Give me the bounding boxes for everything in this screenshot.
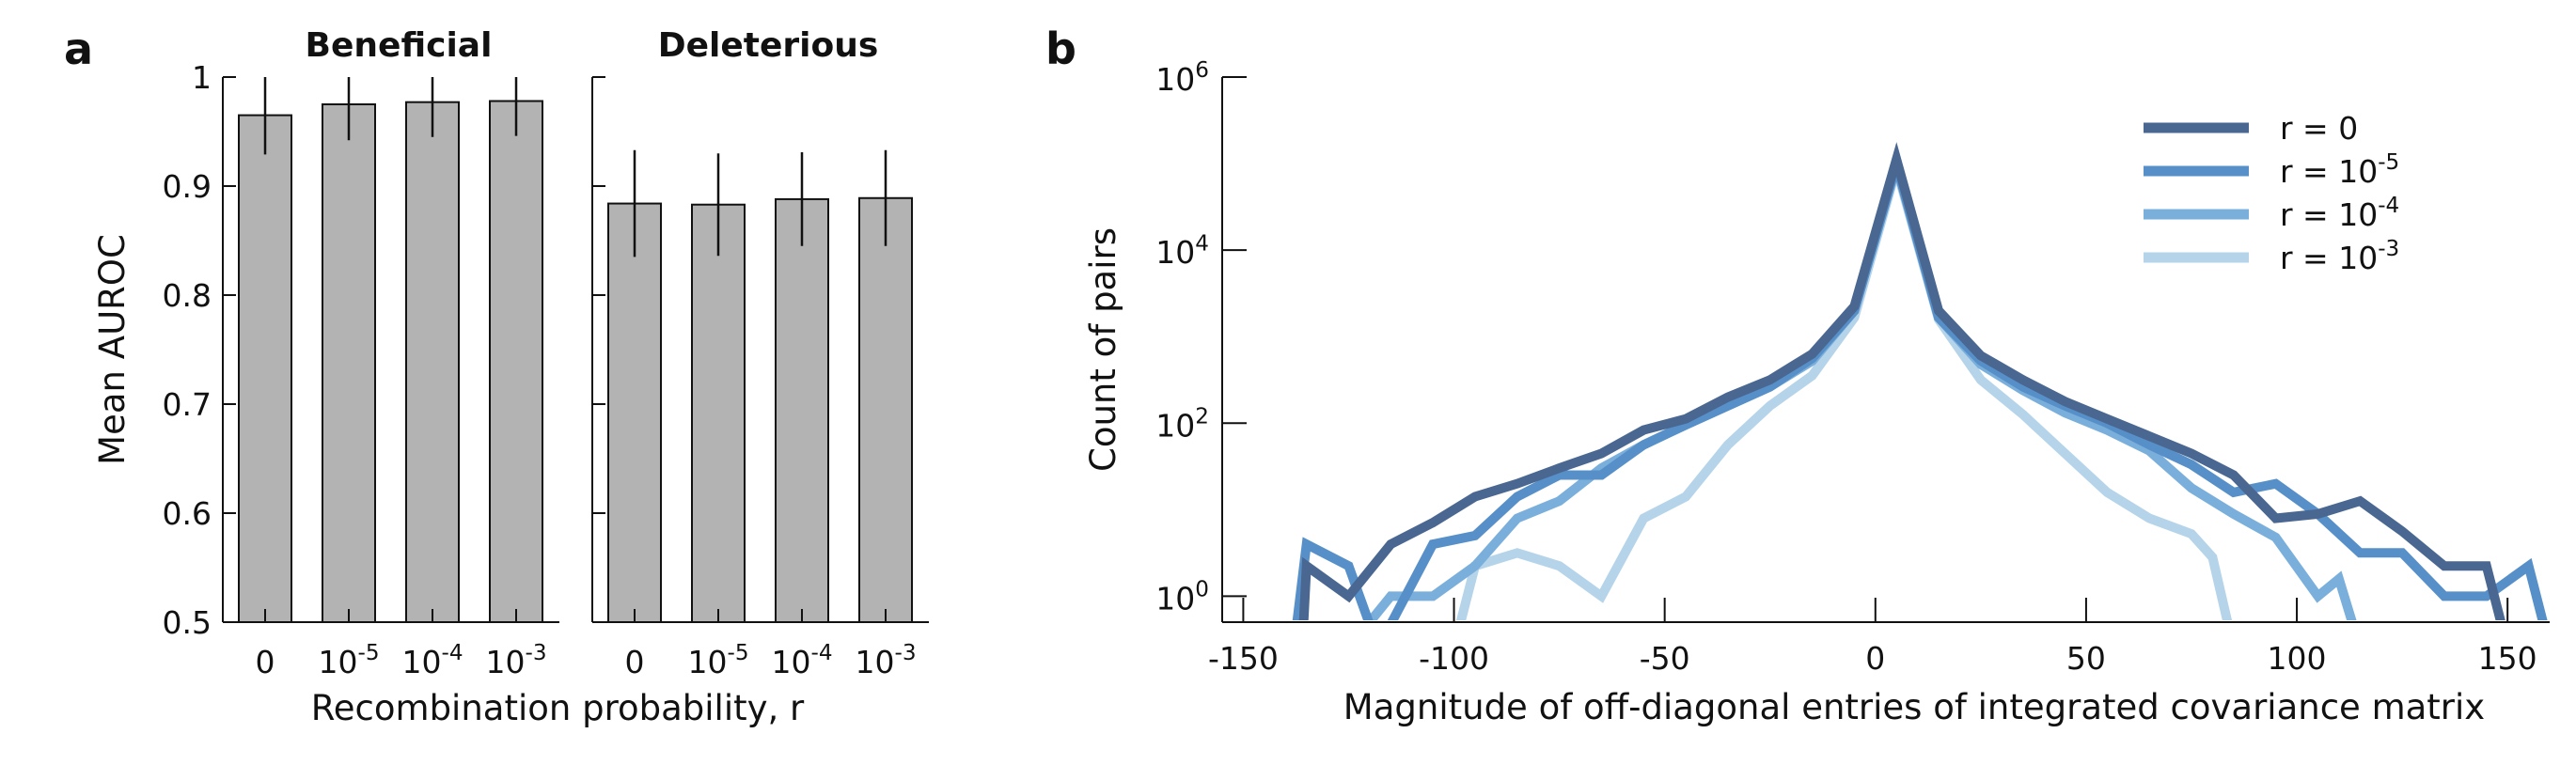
covariance-line-chart: 100 102 104 106 -150 -100 -50 0 50 100 150 Magnitud… bbox=[1083, 58, 2550, 727]
legend: r = 0r = 10-5 r = 10-4 r = 10-3 bbox=[2144, 110, 2399, 276]
x-tick-label: 10-3 bbox=[485, 641, 546, 680]
x-tick-label: 0 bbox=[1865, 640, 1885, 677]
bar bbox=[691, 203, 746, 623]
bar bbox=[322, 103, 376, 623]
y-axis-label: Count of pairs bbox=[1083, 227, 1123, 472]
legend-label: r = 0 bbox=[2280, 110, 2358, 147]
x-tick-label: 10-5 bbox=[687, 641, 748, 680]
bar bbox=[607, 202, 662, 623]
y-tick-label: 0.7 bbox=[163, 386, 212, 423]
x-tick-label: 50 bbox=[2066, 640, 2106, 677]
x-tick-label: 100 bbox=[2268, 640, 2327, 677]
series-line bbox=[1365, 148, 2357, 620]
x-tick-label: 10-4 bbox=[771, 641, 832, 680]
x-tick-label: 10-3 bbox=[855, 641, 916, 680]
y-tick-label: 102 bbox=[1155, 404, 1209, 444]
y-tick-label: 104 bbox=[1155, 231, 1209, 271]
legend-label: r = 10-5 bbox=[2280, 150, 2399, 190]
panel-a-xlabel: Recombination probability, r bbox=[311, 688, 805, 728]
x-axis-label: Magnitude of off-diagonal entries of int… bbox=[1343, 687, 2485, 727]
y-tick-label: 0.6 bbox=[163, 495, 212, 532]
subplot-title: Beneficial bbox=[306, 26, 493, 65]
bar bbox=[489, 100, 543, 623]
beneficial-bar-chart: 0.5 0.6 0.7 0.8 0.9 1 0 10-5 10-4 10-3 Beneficial M… bbox=[92, 26, 559, 680]
bar bbox=[775, 197, 829, 623]
bar bbox=[238, 114, 292, 624]
x-tick-label: 10-5 bbox=[318, 641, 379, 680]
legend-label: r = 10-3 bbox=[2280, 237, 2399, 276]
y-tick-label: 1 bbox=[192, 59, 212, 96]
series-line bbox=[1455, 150, 2233, 620]
y-axis-label: Mean AUROC bbox=[92, 234, 133, 465]
x-tick-label: -50 bbox=[1640, 640, 1690, 677]
subplot-title: Deleterious bbox=[658, 26, 879, 65]
x-tick-label: -150 bbox=[1208, 640, 1279, 677]
legend-label: r = 10-4 bbox=[2280, 194, 2399, 233]
y-tick-label: 0.5 bbox=[163, 604, 212, 641]
y-tick-label: 0.9 bbox=[163, 168, 212, 205]
series-line bbox=[1298, 142, 2505, 620]
x-tick-label: 10-4 bbox=[401, 641, 463, 680]
x-tick-label: 0 bbox=[256, 644, 275, 680]
y-tick-label: 106 bbox=[1155, 58, 1209, 98]
x-tick-label: 150 bbox=[2478, 640, 2537, 677]
y-tick-label: 100 bbox=[1155, 578, 1209, 617]
panel-b-label: b bbox=[1045, 23, 1076, 74]
y-tick-label: 0.8 bbox=[163, 277, 212, 314]
panel-a-label: a bbox=[64, 23, 93, 74]
bar bbox=[858, 196, 913, 623]
series-group bbox=[1292, 142, 2548, 620]
x-tick-label: 0 bbox=[625, 644, 645, 680]
x-tick-label: -100 bbox=[1419, 640, 1489, 677]
deleterious-bar-chart: 0 10-5 10-4 10-3 Deleterious bbox=[591, 26, 929, 680]
bar bbox=[405, 101, 460, 624]
